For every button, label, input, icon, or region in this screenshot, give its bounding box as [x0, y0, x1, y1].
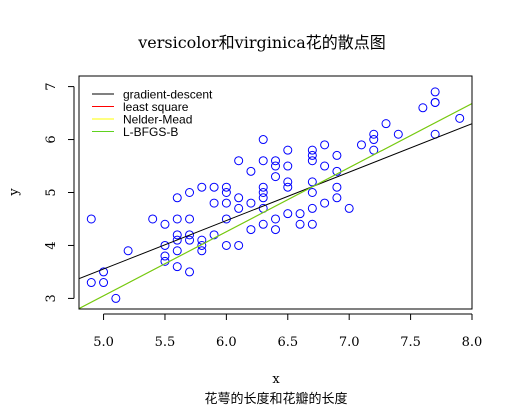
data-point — [370, 136, 378, 144]
data-point — [235, 157, 243, 165]
x-axis-subtitle: 花萼的长度和花瓣的长度 — [204, 391, 347, 407]
data-point — [222, 199, 230, 207]
data-point — [112, 294, 120, 302]
data-point — [456, 114, 464, 122]
y-tick-label: 3 — [44, 294, 59, 302]
data-point — [321, 199, 329, 207]
data-point — [308, 157, 316, 165]
x-tick-label: 6.5 — [277, 335, 298, 350]
data-point — [345, 204, 353, 212]
data-point — [333, 151, 341, 159]
data-point — [161, 220, 169, 228]
data-point — [259, 136, 267, 144]
data-point — [186, 236, 194, 244]
data-point — [272, 215, 280, 223]
data-point — [198, 183, 206, 191]
data-point — [186, 268, 194, 276]
data-point — [210, 183, 218, 191]
data-point — [308, 204, 316, 212]
data-point — [272, 157, 280, 165]
data-point — [247, 167, 255, 175]
data-point — [173, 215, 181, 223]
x-axis: 5.0 5.5 6.0 6.5 7.0 7.5 8.0 — [93, 314, 482, 350]
x-tick-label: 7.5 — [400, 335, 421, 350]
data-point — [382, 120, 390, 128]
data-point — [333, 194, 341, 202]
data-point — [272, 226, 280, 234]
data-point — [222, 241, 230, 249]
data-point — [186, 215, 194, 223]
x-tick-label: 8.0 — [462, 335, 483, 350]
data-point — [284, 210, 292, 218]
y-axis: 3 4 5 6 7 — [44, 82, 74, 302]
data-point — [259, 220, 267, 228]
data-point — [308, 220, 316, 228]
data-point — [333, 183, 341, 191]
data-point — [173, 194, 181, 202]
data-point — [87, 215, 95, 223]
data-point — [173, 247, 181, 255]
y-tick-label: 4 — [44, 241, 59, 249]
data-point — [284, 162, 292, 170]
data-point — [296, 210, 304, 218]
data-point — [321, 162, 329, 170]
data-point — [357, 141, 365, 149]
data-point — [259, 157, 267, 165]
data-point — [87, 279, 95, 287]
data-point — [149, 215, 157, 223]
y-tick-label: 6 — [44, 135, 59, 143]
y-tick-label: 7 — [44, 82, 59, 90]
x-tick-label: 5.5 — [155, 335, 176, 350]
data-point — [284, 178, 292, 186]
data-point — [394, 130, 402, 138]
data-point — [173, 263, 181, 271]
data-point — [431, 88, 439, 96]
data-point — [259, 189, 267, 197]
data-point — [198, 247, 206, 255]
data-point — [210, 199, 218, 207]
x-tick-label: 7.0 — [339, 335, 360, 350]
data-point — [222, 189, 230, 197]
data-point — [247, 199, 255, 207]
data-point — [235, 241, 243, 249]
data-point — [186, 189, 194, 197]
data-point — [308, 189, 316, 197]
data-point — [235, 204, 243, 212]
data-point — [100, 279, 108, 287]
data-point — [284, 146, 292, 154]
data-point — [431, 98, 439, 106]
x-tick-label: 6.0 — [216, 335, 237, 350]
data-point — [235, 194, 243, 202]
chart-title: versicolor和virginica花的散点图 — [137, 33, 386, 52]
data-point — [419, 104, 427, 112]
y-axis-label: y — [7, 188, 22, 197]
data-point — [308, 178, 316, 186]
legend-label: L-BFGS-B — [123, 125, 178, 139]
data-point — [247, 226, 255, 234]
data-point — [124, 247, 132, 255]
data-point — [272, 173, 280, 181]
y-tick-label: 5 — [44, 188, 59, 196]
data-point — [296, 220, 304, 228]
fit-line-gradient-descent — [79, 124, 472, 279]
x-axis-label: x — [272, 372, 280, 387]
x-tick-label: 5.0 — [93, 335, 114, 350]
data-point — [321, 141, 329, 149]
